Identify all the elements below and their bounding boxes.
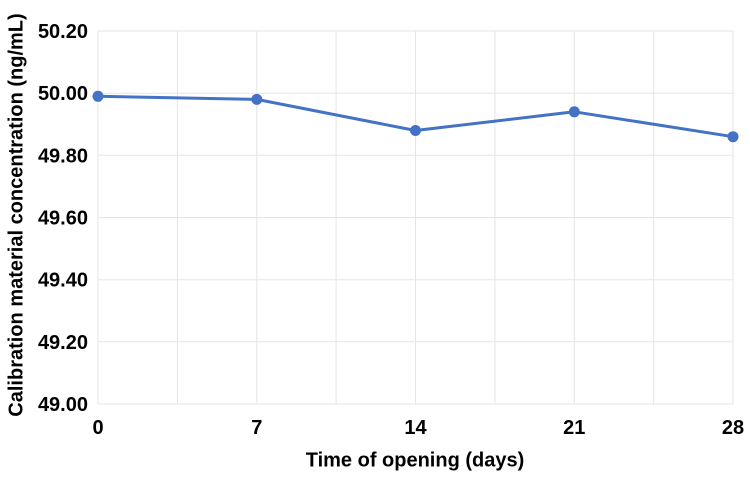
y-tick-label: 49.40	[38, 270, 88, 292]
x-tick-label: 0	[92, 417, 103, 439]
y-tick-label: 49.80	[38, 145, 88, 167]
x-tick-label: 14	[404, 417, 427, 439]
x-tick-label: 21	[563, 417, 585, 439]
data-point	[568, 106, 580, 118]
y-tick-label: 50.00	[38, 83, 88, 105]
y-tick-label: 49.00	[38, 394, 88, 416]
data-point	[251, 93, 263, 105]
y-tick-label: 49.20	[38, 332, 88, 354]
y-tick-label: 49.60	[38, 208, 88, 230]
data-point	[92, 90, 104, 102]
y-axis-title: Calibration material concentration (ng/m…	[5, 13, 28, 417]
x-tick-label: 28	[722, 417, 744, 439]
x-tick-label: 7	[251, 417, 262, 439]
y-tick-label: 50.20	[38, 21, 88, 43]
data-point	[410, 125, 421, 136]
data-point	[727, 131, 739, 143]
x-axis-title: Time of opening (days)	[305, 449, 525, 472]
